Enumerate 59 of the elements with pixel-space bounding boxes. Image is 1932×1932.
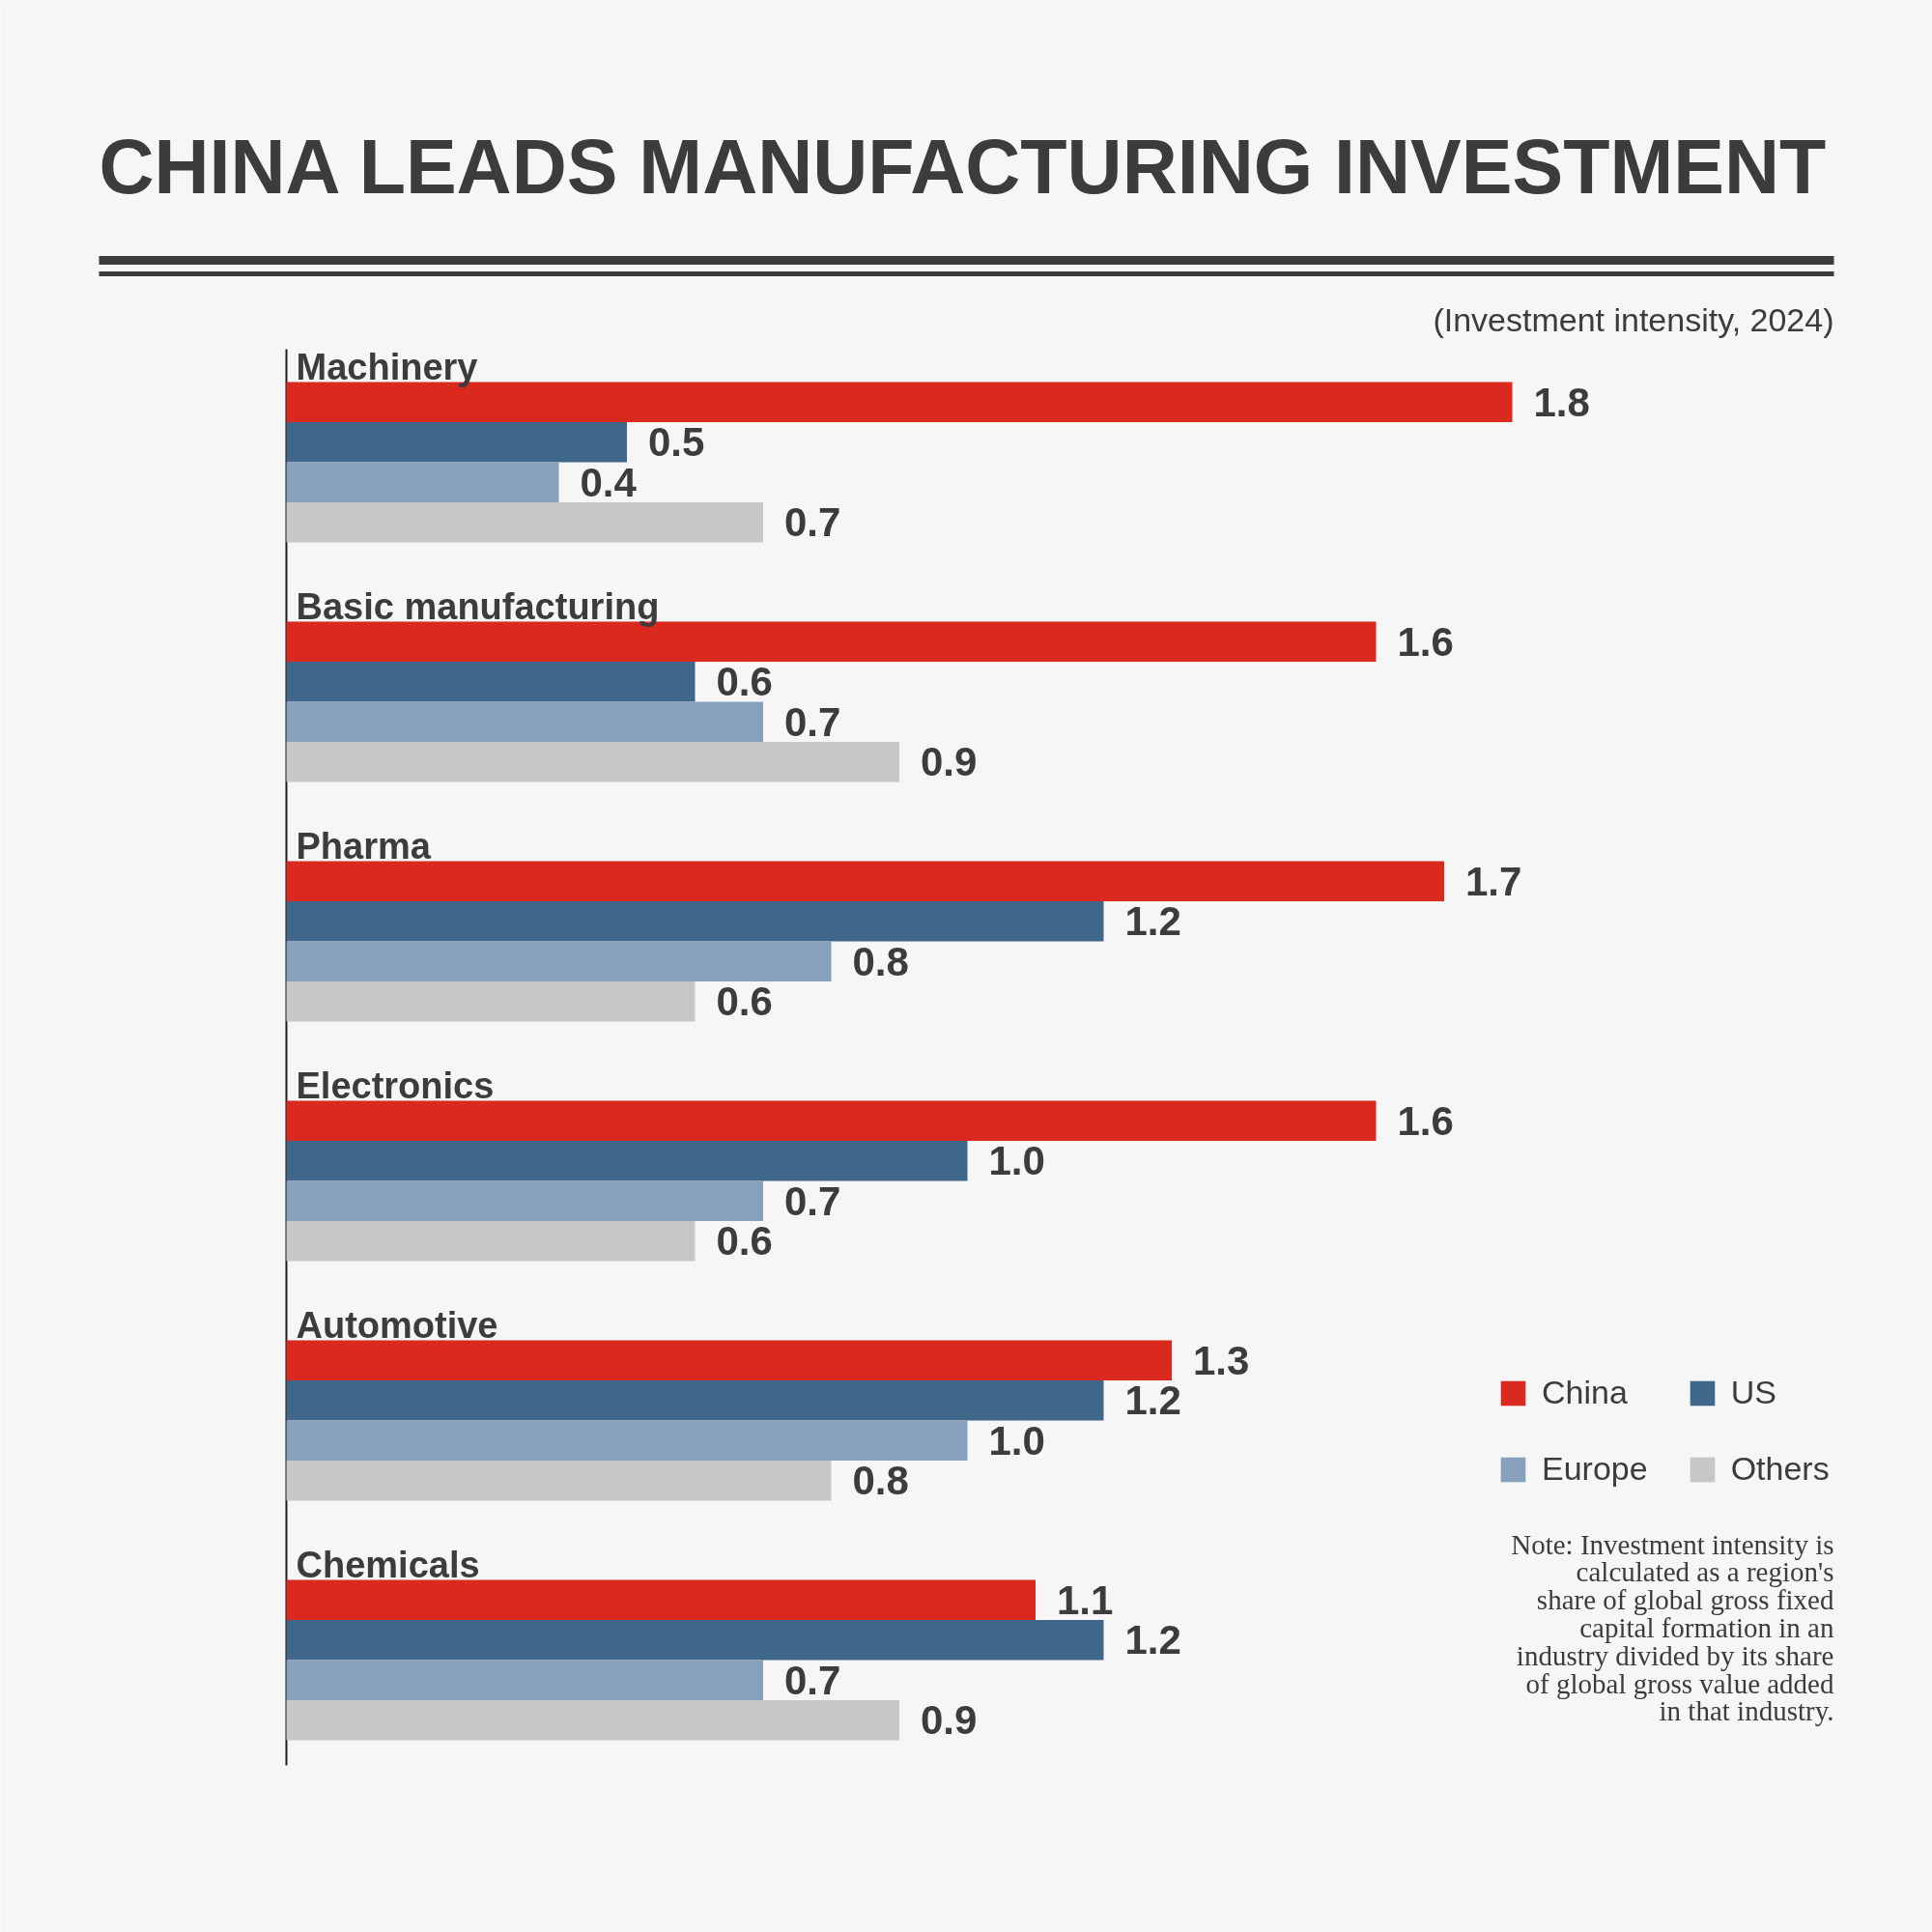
- y-tick-label: Electronics: [296, 1065, 495, 1106]
- bar: [286, 1420, 968, 1461]
- y-tick-label: Pharma: [296, 825, 432, 867]
- bar: [286, 462, 559, 502]
- legend-label: US: [1730, 1374, 1776, 1411]
- data-label: 0.6: [716, 659, 773, 705]
- data-label: 1.6: [1397, 1097, 1454, 1144]
- legend-label: Europe: [1542, 1450, 1648, 1488]
- bar: [286, 742, 899, 782]
- data-label: 0.4: [580, 459, 638, 505]
- data-label: 0.9: [921, 1697, 978, 1744]
- y-tick-label: Basic manufacturing: [296, 585, 660, 627]
- data-label: 1.8: [1533, 379, 1590, 425]
- data-label: 0.7: [784, 499, 841, 546]
- annotation: Note: Investment intensity is calculated as a region's share of global gross fixed capital formation in an industry divided by its share of global gross value added in that industry.: [1511, 1528, 1834, 1727]
- text: (Investment intensity, 2024): [1433, 300, 1834, 338]
- chart-title: CHINA LEADS MANUFACTURING INVESTMENT: [99, 124, 1827, 210]
- bar: [286, 1141, 968, 1181]
- data-label: 0.6: [716, 1218, 773, 1264]
- data-label: 0.7: [784, 698, 841, 745]
- bar: [286, 1380, 1104, 1421]
- bar: [286, 701, 763, 742]
- bar: [286, 662, 696, 702]
- bar: [286, 1620, 1104, 1661]
- data-label: 1.1: [1057, 1577, 1114, 1623]
- data-label: 1.3: [1193, 1337, 1250, 1383]
- y-tick-label: Chemicals: [296, 1544, 480, 1585]
- bar: [286, 1221, 696, 1262]
- data-label: 1.2: [1124, 1378, 1181, 1424]
- data-label: 1.2: [1124, 898, 1181, 945]
- data-label: 0.8: [852, 938, 909, 984]
- bar: [286, 1660, 763, 1700]
- data-label: 1.2: [1124, 1617, 1181, 1663]
- bar: [286, 1340, 1172, 1380]
- bar: [286, 901, 1104, 942]
- legend-label: Others: [1730, 1450, 1830, 1488]
- y-tick-label: Automotive: [296, 1304, 498, 1346]
- data-label: 0.7: [784, 1178, 841, 1224]
- bar: [286, 1579, 1036, 1620]
- data-label: 1.0: [988, 1417, 1045, 1463]
- bar: [286, 861, 1444, 901]
- data-label: 1.0: [988, 1138, 1045, 1184]
- bar: [286, 981, 696, 1022]
- data-label: 0.6: [716, 979, 773, 1025]
- bar: [286, 1700, 899, 1741]
- bar: [286, 422, 627, 463]
- bar: [286, 1180, 763, 1221]
- data-label: 0.5: [648, 419, 705, 466]
- y-tick-label: Machinery: [296, 346, 478, 387]
- bar: [286, 941, 832, 981]
- data-label: 1.7: [1465, 858, 1522, 904]
- bar: [286, 1461, 832, 1501]
- bar: [286, 1100, 1377, 1141]
- data-label: 0.8: [852, 1458, 909, 1504]
- data-label: 0.9: [921, 739, 978, 785]
- data-label: 1.6: [1397, 618, 1454, 665]
- data-label: 0.7: [784, 1657, 841, 1703]
- bar: [286, 502, 763, 543]
- legend-label: China: [1542, 1374, 1628, 1411]
